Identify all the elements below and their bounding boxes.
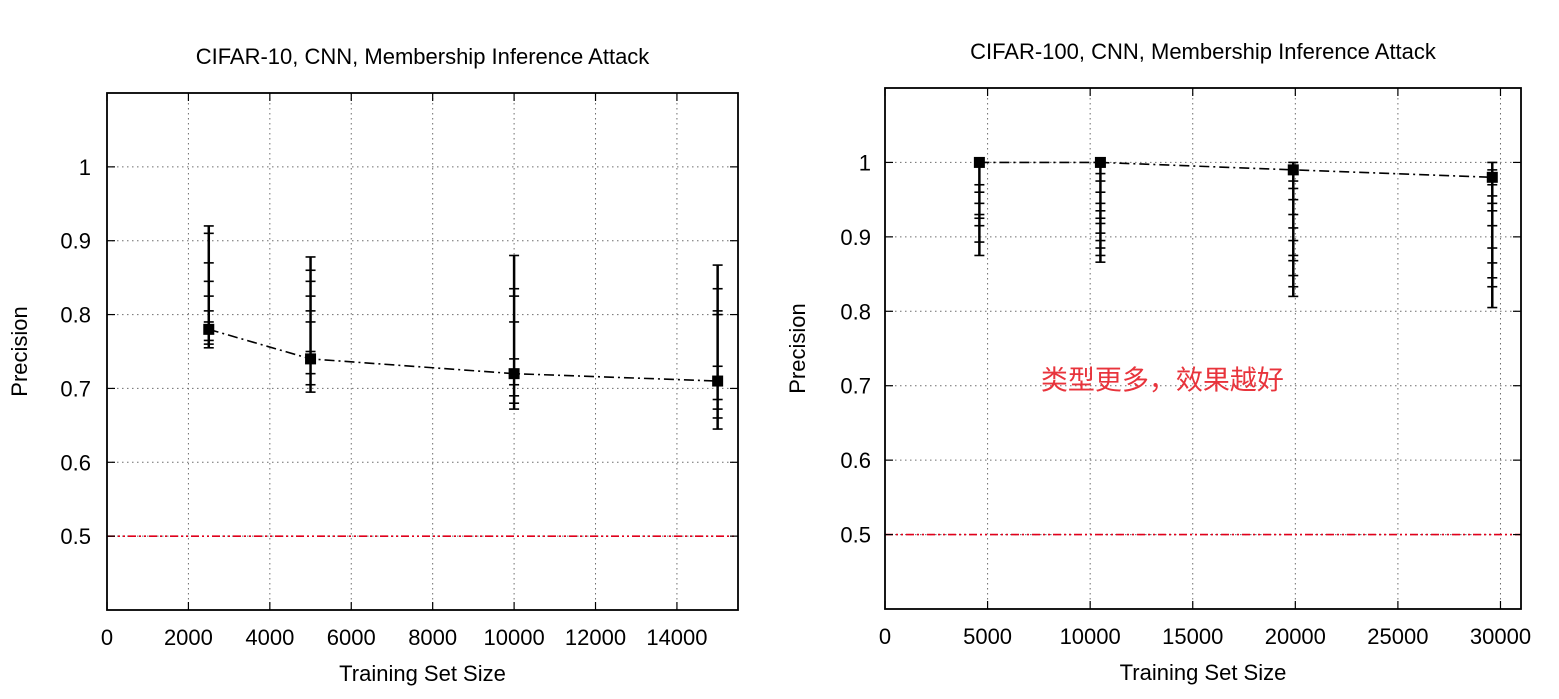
y-tick-label: 1	[859, 150, 871, 175]
y-axis-label: Precision	[785, 303, 810, 393]
x-tick-label: 30000	[1470, 624, 1531, 649]
mean-point-marker	[305, 353, 317, 365]
mean-point-marker	[508, 368, 520, 380]
x-tick-label: 8000	[408, 625, 457, 650]
y-tick-label: 0.8	[840, 299, 871, 324]
y-tick-label: 0.7	[60, 376, 91, 401]
y-axis-label: Precision	[7, 306, 32, 396]
mean-precision-line	[208, 328, 718, 382]
series-1	[203, 225, 724, 430]
x-tick-label: 4000	[245, 625, 294, 650]
mean-precision-line	[979, 161, 1493, 179]
x-tick-label: 2000	[164, 625, 213, 650]
y-tick-label: 0.7	[840, 374, 871, 399]
series-1	[973, 156, 1498, 309]
mean-point-marker	[1094, 156, 1106, 168]
x-tick-label: 25000	[1367, 624, 1428, 649]
x-tick-label: 10000	[484, 625, 545, 650]
x-tick-label: 20000	[1265, 624, 1326, 649]
y-tick-label: 1	[79, 155, 91, 180]
y-tick-label: 0.6	[840, 448, 871, 473]
x-tick-label: 6000	[327, 625, 376, 650]
y-tick-label: 0.9	[60, 229, 91, 254]
chart-title: CIFAR-10, CNN, Membership Inference Atta…	[196, 44, 651, 69]
y-tick-label: 0.9	[840, 225, 871, 250]
y-tick-label: 0.5	[60, 524, 91, 549]
mean-point-marker	[973, 156, 985, 168]
x-axis-label: Training Set Size	[339, 661, 506, 686]
mean-point-marker	[712, 375, 724, 387]
plot-area-frame	[106, 92, 739, 611]
x-tick-label: 12000	[565, 625, 626, 650]
chart-panel-1: 0 2000 4000 6000 8000 10000 12000 14000 0.5 0.6 0.…	[7, 44, 739, 686]
x-tick-label: 0	[101, 625, 113, 650]
x-axis-label: Training Set Size	[1120, 660, 1287, 685]
x-tick-label: 10000	[1060, 624, 1121, 649]
plot-area-frame	[884, 87, 1522, 610]
mean-point-marker	[1287, 164, 1299, 176]
x-tick-label: 0	[879, 624, 891, 649]
mean-point-marker	[1486, 171, 1498, 183]
x-tick-label: 15000	[1162, 624, 1223, 649]
x-tick-label: 14000	[646, 625, 707, 650]
y-tick-label: 0.8	[60, 303, 91, 328]
y-tick-label: 0.6	[60, 450, 91, 475]
chart-annotation: 类型更多，效果越好	[1041, 365, 1284, 396]
chart-panel-2: 0 5000 10000 15000 20000 25000 30000 0.5 0.6 0.7 0…	[785, 39, 1531, 685]
y-tick-label: 0.5	[840, 523, 871, 548]
mean-point-marker	[203, 323, 215, 335]
x-tick-label: 5000	[963, 624, 1012, 649]
chart-title: CIFAR-100, CNN, Membership Inference Att…	[970, 39, 1437, 64]
